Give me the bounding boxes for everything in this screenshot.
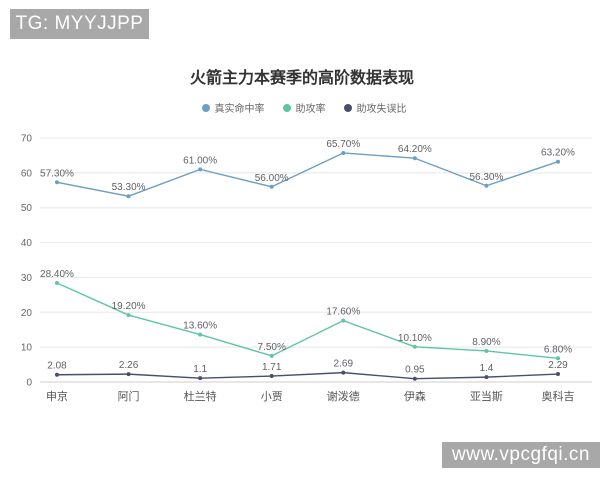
svg-text:伊森: 伊森	[404, 389, 426, 403]
svg-text:56.00%: 56.00%	[255, 173, 289, 184]
svg-text:2.69: 2.69	[334, 359, 354, 370]
legend-label: 真实命中率	[214, 104, 265, 115]
chart-title: 火箭主力本赛季的高阶数据表现	[189, 70, 414, 87]
legend-item-2[interactable]: 助攻失误比	[343, 100, 407, 115]
svg-text:亚当斯: 亚当斯	[470, 389, 503, 403]
svg-text:56.30%: 56.30%	[469, 172, 503, 183]
watermark-top: TG: MYYJJPP	[10, 9, 149, 39]
legend-label: 助攻失误比	[356, 104, 407, 115]
svg-text:申京: 申京	[46, 389, 68, 403]
svg-text:0: 0	[26, 378, 32, 389]
svg-text:8.90%: 8.90%	[472, 337, 500, 348]
svg-text:2.26: 2.26	[119, 360, 139, 371]
svg-text:19.20%: 19.20%	[112, 301, 146, 312]
legend-dot-icon	[282, 103, 291, 112]
svg-text:10.10%: 10.10%	[398, 333, 432, 344]
legend-label: 助攻率	[295, 104, 326, 115]
svg-text:17.60%: 17.60%	[326, 307, 360, 318]
svg-text:13.60%: 13.60%	[183, 321, 217, 332]
svg-text:57.30%: 57.30%	[40, 168, 74, 179]
svg-text:奥科吉: 奥科吉	[542, 389, 575, 403]
svg-text:70: 70	[21, 134, 33, 145]
legend-dot-icon	[343, 103, 352, 112]
svg-text:小贾: 小贾	[261, 390, 283, 403]
svg-text:61.00%: 61.00%	[183, 155, 217, 166]
svg-text:谢泼德: 谢泼德	[327, 389, 360, 403]
svg-text:阿门: 阿门	[118, 389, 140, 403]
svg-text:28.40%: 28.40%	[40, 269, 74, 280]
legend-dot-icon	[201, 103, 210, 112]
svg-text:64.20%: 64.20%	[398, 144, 432, 155]
svg-text:50: 50	[21, 203, 33, 214]
svg-text:1.1: 1.1	[193, 364, 207, 375]
svg-text:60: 60	[21, 168, 33, 179]
svg-text:30: 30	[21, 273, 33, 284]
legend-item-0[interactable]: 真实命中率	[201, 100, 265, 115]
svg-text:1.71: 1.71	[262, 362, 282, 373]
svg-text:40: 40	[21, 238, 33, 249]
svg-text:6.80%: 6.80%	[544, 344, 572, 355]
svg-text:65.70%: 65.70%	[326, 139, 360, 150]
svg-text:10: 10	[21, 343, 33, 354]
svg-text:杜兰特: 杜兰特	[184, 389, 217, 403]
svg-text:7.50%: 7.50%	[258, 342, 286, 353]
svg-text:63.20%: 63.20%	[541, 148, 575, 159]
svg-text:2.29: 2.29	[548, 360, 568, 371]
svg-text:20: 20	[21, 308, 33, 319]
svg-text:2.08: 2.08	[47, 361, 67, 372]
svg-text:53.30%: 53.30%	[112, 182, 146, 193]
svg-text:1.4: 1.4	[479, 363, 493, 374]
legend-item-1[interactable]: 助攻率	[282, 100, 326, 115]
watermark-bottom: www.vpcgfqi.cn	[442, 442, 600, 468]
svg-text:0.95: 0.95	[405, 365, 425, 376]
chart-legend: 真实命中率 助攻率 助攻失误比	[0, 100, 600, 115]
